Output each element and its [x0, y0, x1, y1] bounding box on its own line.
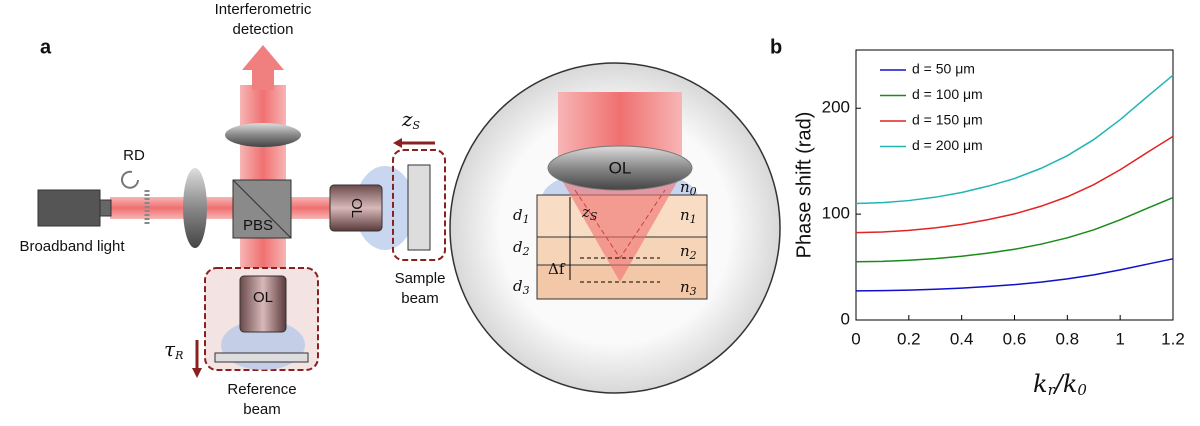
subscript: 1	[523, 213, 530, 226]
series-line	[856, 259, 1173, 291]
panel-label: a	[40, 36, 52, 58]
z-s-label: zS	[401, 107, 421, 133]
detection-label: detection	[233, 21, 294, 38]
subscript: R	[174, 349, 183, 362]
y-axis-label: Phase shift (rad)	[793, 112, 815, 259]
x-tick-label: 0.8	[1056, 329, 1080, 348]
plot-frame	[856, 50, 1173, 320]
panel-label: b	[770, 36, 782, 58]
light-source	[100, 200, 111, 216]
x-axis-label: kr/k0	[1033, 370, 1087, 400]
sample	[408, 165, 430, 250]
detection-label: Interferometric	[215, 1, 312, 18]
reference-label: beam	[243, 401, 281, 418]
ol-label: OL	[348, 198, 365, 218]
tau-r-label: τR	[164, 337, 183, 363]
legend-label: d = 50 μm	[912, 61, 975, 77]
subscript: 3	[690, 285, 697, 298]
symbol: d	[513, 238, 523, 256]
subscript: 2	[689, 249, 697, 262]
symbol: n	[680, 278, 690, 296]
subscript: S	[590, 210, 598, 223]
legend-label: d = 100 μm	[912, 86, 983, 102]
x-tick-label: 0.2	[897, 329, 921, 348]
x-tick-label: 0.4	[950, 329, 974, 348]
ol-label: OL	[253, 289, 273, 306]
y-tick-label: 100	[822, 204, 850, 223]
reference-label: Reference	[227, 381, 296, 398]
legend-label: d = 150 μm	[912, 112, 983, 128]
y-tick-label: 200	[822, 98, 850, 117]
symbol: k	[1033, 370, 1048, 398]
subscript: 1	[690, 213, 697, 226]
rd-label: RD	[123, 147, 145, 164]
delta-f-label: Δf	[548, 260, 566, 278]
series-line	[856, 75, 1173, 203]
series-line	[856, 198, 1173, 262]
symbol: n	[680, 206, 690, 224]
sample-label: Sample	[395, 270, 446, 287]
source-label: Broadband light	[19, 238, 125, 255]
lens	[183, 168, 207, 248]
subscript: 2	[522, 245, 530, 258]
x-tick-label: 0	[851, 329, 860, 348]
y-tick-label: 0	[841, 309, 850, 328]
symbol: z	[401, 107, 413, 131]
symbol: z	[581, 203, 590, 221]
panel-a: a Interferometric detection Broadband li…	[19, 1, 780, 418]
symbol: d	[513, 206, 523, 224]
sample-label: beam	[401, 290, 439, 307]
output-arrow	[242, 45, 284, 90]
x-tick-label: 1	[1115, 329, 1124, 348]
beam	[110, 197, 335, 219]
subscript: S	[413, 119, 421, 132]
lens	[225, 123, 301, 147]
x-tick-label: 1.2	[1161, 329, 1185, 348]
ol-label: OL	[609, 158, 632, 177]
symbol: /k	[1053, 370, 1078, 398]
pbs-label: PBS	[243, 217, 273, 234]
figure: a Interferometric detection Broadband li…	[0, 0, 1200, 426]
subscript: 0	[690, 185, 697, 198]
symbol: n	[680, 178, 690, 196]
mirror	[215, 353, 308, 362]
x-tick-label: 0.6	[1003, 329, 1027, 348]
subscript: 0	[1077, 381, 1087, 399]
rotation-icon	[122, 172, 138, 188]
arrow	[192, 368, 202, 378]
arrow	[393, 138, 402, 148]
symbol: d	[513, 277, 523, 295]
subscript: 3	[523, 284, 530, 297]
legend-label: d = 200 μm	[912, 137, 983, 153]
light-source	[38, 190, 100, 226]
symbol: n	[680, 242, 690, 260]
